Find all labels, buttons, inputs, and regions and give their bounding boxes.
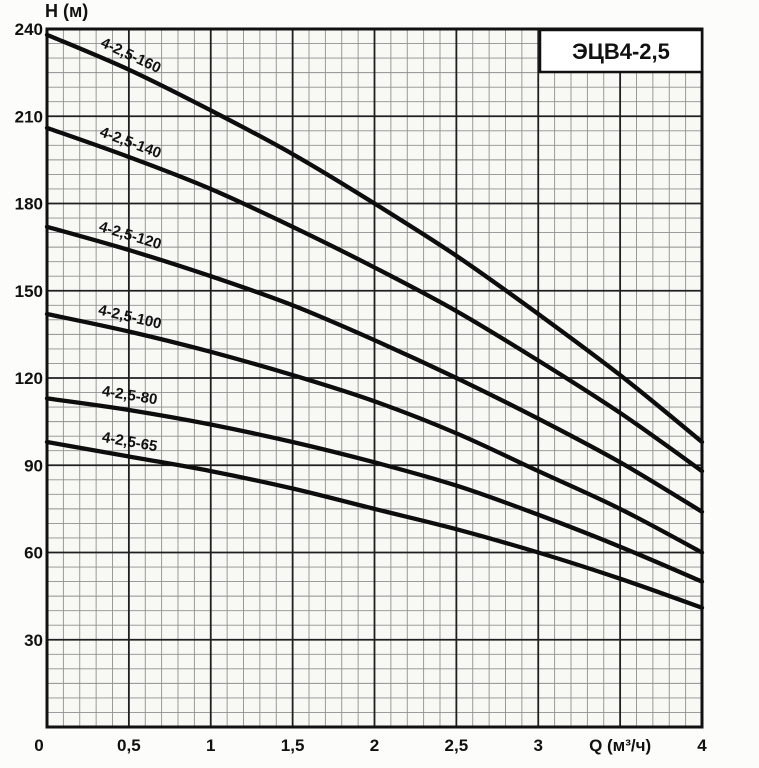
y-axis-tick-labels: 240 210 180 150 120 90 60 30 bbox=[15, 20, 43, 650]
y-axis-title: Н (м) bbox=[45, 1, 88, 21]
pump-curve bbox=[44, 439, 705, 610]
y-tick-label: 60 bbox=[24, 544, 43, 563]
y-tick-label: 30 bbox=[24, 631, 43, 650]
x-tick-label: 2 bbox=[370, 736, 379, 755]
pump-curve bbox=[44, 311, 705, 555]
pump-model-title: ЭЦВ4-2,5 bbox=[572, 39, 670, 64]
y-tick-label: 180 bbox=[15, 195, 43, 214]
title-box-frame bbox=[538, 28, 704, 74]
pump-curve bbox=[44, 32, 705, 445]
pump-curve bbox=[44, 224, 705, 514]
x-tick-label: 0,5 bbox=[117, 736, 141, 755]
pump-curve bbox=[44, 396, 705, 584]
x-tick-label: 0 bbox=[34, 736, 43, 755]
x-tick-label: 3 bbox=[534, 736, 543, 755]
y-tick-label: 90 bbox=[24, 456, 43, 475]
title-box: ЭЦВ4-2,5 bbox=[538, 28, 704, 74]
x-axis-tick-labels: 0 0,5 1 1,5 2 2,5 3 Q (м³/ч) 4 bbox=[34, 736, 707, 755]
curves bbox=[44, 32, 705, 610]
y-tick-label: 240 bbox=[15, 20, 43, 39]
pump-curve bbox=[44, 125, 705, 474]
y-tick-label: 210 bbox=[15, 107, 43, 126]
x-tick-label: 4 bbox=[697, 736, 707, 755]
x-axis-title: Q (м³/ч) bbox=[589, 736, 651, 755]
x-tick-label: 1,5 bbox=[281, 736, 305, 755]
x-tick-label: 2,5 bbox=[445, 736, 469, 755]
plot-border bbox=[45, 27, 704, 729]
y-tick-label: 150 bbox=[15, 282, 43, 301]
y-tick-label: 120 bbox=[15, 369, 43, 388]
x-tick-label: 1 bbox=[206, 736, 215, 755]
